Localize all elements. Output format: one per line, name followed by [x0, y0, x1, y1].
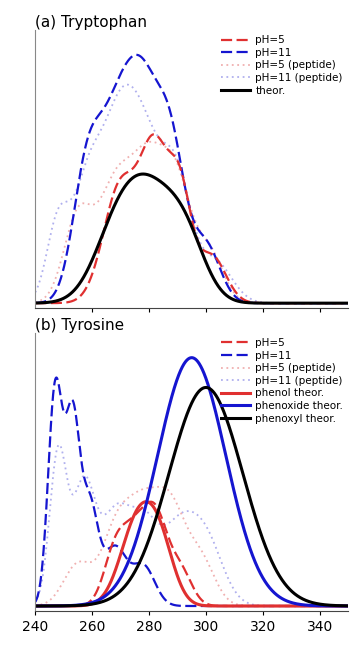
Text: (a) Tryptophan: (a) Tryptophan [35, 15, 147, 30]
Legend: pH=5, pH=11, pH=5 (peptide), pH=11 (peptide), phenol theor., phenoxide theor., p: pH=5, pH=11, pH=5 (peptide), pH=11 (pept… [216, 334, 347, 428]
Text: (b) Tyrosine: (b) Tyrosine [35, 318, 125, 333]
Legend: pH=5, pH=11, pH=5 (peptide), pH=11 (peptide), theor.: pH=5, pH=11, pH=5 (peptide), pH=11 (pept… [217, 31, 347, 100]
